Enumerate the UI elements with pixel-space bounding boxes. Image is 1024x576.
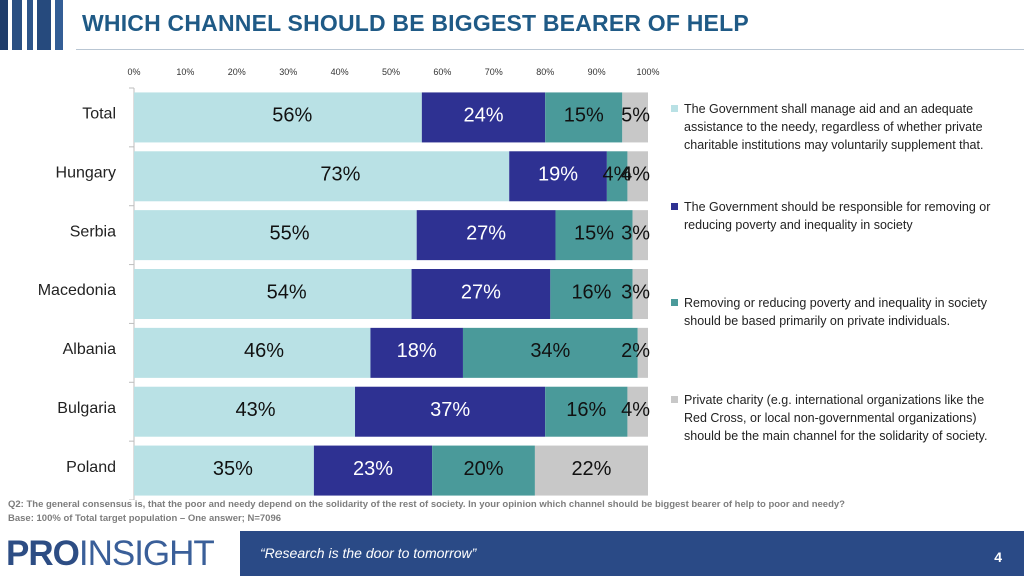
legend-label: The Government should be responsible for…: [684, 200, 991, 232]
bar-segment: [509, 151, 607, 202]
bar-segment: [432, 445, 535, 496]
legend-item: The Government should be responsible for…: [670, 198, 1000, 234]
x-tick-label: 60%: [433, 67, 451, 77]
bar-segment: [421, 92, 546, 143]
legend-swatch: [671, 299, 678, 306]
legend-swatch: [671, 396, 678, 403]
data-label: 16%: [566, 399, 606, 421]
data-label: 54%: [267, 281, 307, 303]
footnote-question: Q2: The general consensus is, that the p…: [8, 499, 845, 510]
data-label: 15%: [574, 222, 614, 244]
data-label: 27%: [461, 281, 501, 303]
data-label: 2%: [621, 340, 650, 362]
bar-segment: [632, 269, 648, 319]
logo: PROINSIGHT: [0, 531, 240, 576]
data-label: 4%: [603, 164, 632, 186]
footnote-base: Base: 100% of Total target population – …: [8, 513, 282, 524]
bar-segment: [550, 269, 633, 319]
legend-label: The Government shall manage aid and an a…: [684, 102, 984, 152]
legend-item: The Government shall manage aid and an a…: [670, 100, 1000, 154]
bar-segment: [627, 386, 648, 437]
x-tick-label: 80%: [536, 67, 554, 77]
data-label: 4%: [621, 164, 650, 186]
x-tick-label: 90%: [588, 67, 606, 77]
bar-segment: [462, 327, 638, 378]
data-label: 55%: [269, 222, 309, 244]
data-label: 3%: [621, 281, 650, 303]
bar-segment: [134, 210, 417, 261]
x-tick-label: 100%: [636, 67, 659, 77]
x-tick-label: 10%: [176, 67, 194, 77]
footnote: Q2: The general consensus is, that the p…: [8, 498, 845, 526]
bar-segment: [134, 269, 412, 319]
bar-segment: [534, 445, 648, 496]
x-tick-label: 20%: [228, 67, 246, 77]
data-label: 19%: [538, 164, 578, 186]
category-label: Total: [82, 106, 116, 123]
data-label: 3%: [621, 222, 650, 244]
bar-segment: [134, 151, 510, 202]
data-label: 56%: [272, 105, 312, 127]
data-label: 22%: [571, 458, 611, 480]
data-label: 35%: [213, 458, 253, 480]
bar-segment: [134, 92, 422, 143]
footer: PROINSIGHT “Research is the door to tomo…: [0, 531, 1024, 576]
category-label: Macedonia: [38, 282, 116, 299]
category-label: Serbia: [70, 223, 116, 240]
bar-segment: [134, 445, 314, 496]
data-label: 27%: [466, 222, 506, 244]
data-label: 43%: [236, 399, 276, 421]
legend-swatch: [671, 203, 678, 210]
data-label: 24%: [464, 105, 504, 127]
data-label: 18%: [397, 340, 437, 362]
bar-segment: [411, 269, 551, 319]
data-label: 20%: [464, 458, 504, 480]
legend-swatch: [671, 105, 678, 112]
title-divider: [76, 49, 1024, 50]
category-label: Albania: [63, 341, 116, 358]
footer-bar: “Research is the door to tomorrow” 4: [240, 531, 1024, 576]
page-title: WHICH CHANNEL SHOULD BE BIGGEST BEARER O…: [82, 10, 749, 36]
data-label: 73%: [320, 164, 360, 186]
bar-segment: [313, 445, 433, 496]
data-label: 16%: [571, 281, 611, 303]
bar-segment: [355, 386, 546, 437]
x-tick-label: 50%: [382, 67, 400, 77]
legend-label: Private charity (e.g. international orga…: [684, 393, 988, 443]
bar-segment: [134, 386, 356, 437]
bar-segment: [555, 210, 633, 261]
corner-decoration: [0, 0, 70, 50]
bar-segment: [545, 386, 628, 437]
page-number: 4: [994, 549, 1002, 565]
data-label: 46%: [244, 340, 284, 362]
legend-label: Removing or reducing poverty and inequal…: [684, 296, 987, 328]
data-label: 37%: [430, 399, 470, 421]
logo-text: PROINSIGHT: [6, 534, 215, 573]
x-tick-label: 30%: [279, 67, 297, 77]
bar-segment: [622, 92, 648, 143]
category-label: Hungary: [56, 165, 116, 182]
bar-segment: [606, 151, 628, 202]
bar-segment: [632, 210, 648, 261]
data-label: 5%: [621, 105, 650, 127]
bar-segment: [416, 210, 556, 261]
x-tick-label: 40%: [331, 67, 349, 77]
bar-segment: [134, 327, 371, 378]
x-tick-label: 70%: [485, 67, 503, 77]
bar-segment: [370, 327, 463, 378]
data-label: 15%: [564, 105, 604, 127]
legend-item: Private charity (e.g. international orga…: [670, 391, 1000, 445]
category-label: Poland: [66, 459, 116, 476]
data-label: 23%: [353, 458, 393, 480]
bar-segment: [545, 92, 623, 143]
bar-segment: [627, 151, 648, 202]
bar-segment: [637, 327, 648, 378]
legend-item: Removing or reducing poverty and inequal…: [670, 294, 1000, 330]
category-label: Bulgaria: [57, 400, 116, 417]
data-label: 34%: [530, 340, 570, 362]
tagline: “Research is the door to tomorrow”: [260, 545, 477, 561]
stacked-bar-chart: 0% 10% 20% 30% 40% 50% 60% 70% 80% 90% 100% Total 56…: [38, 67, 660, 500]
data-label: 4%: [621, 399, 650, 421]
x-tick-label: 0%: [127, 67, 140, 77]
